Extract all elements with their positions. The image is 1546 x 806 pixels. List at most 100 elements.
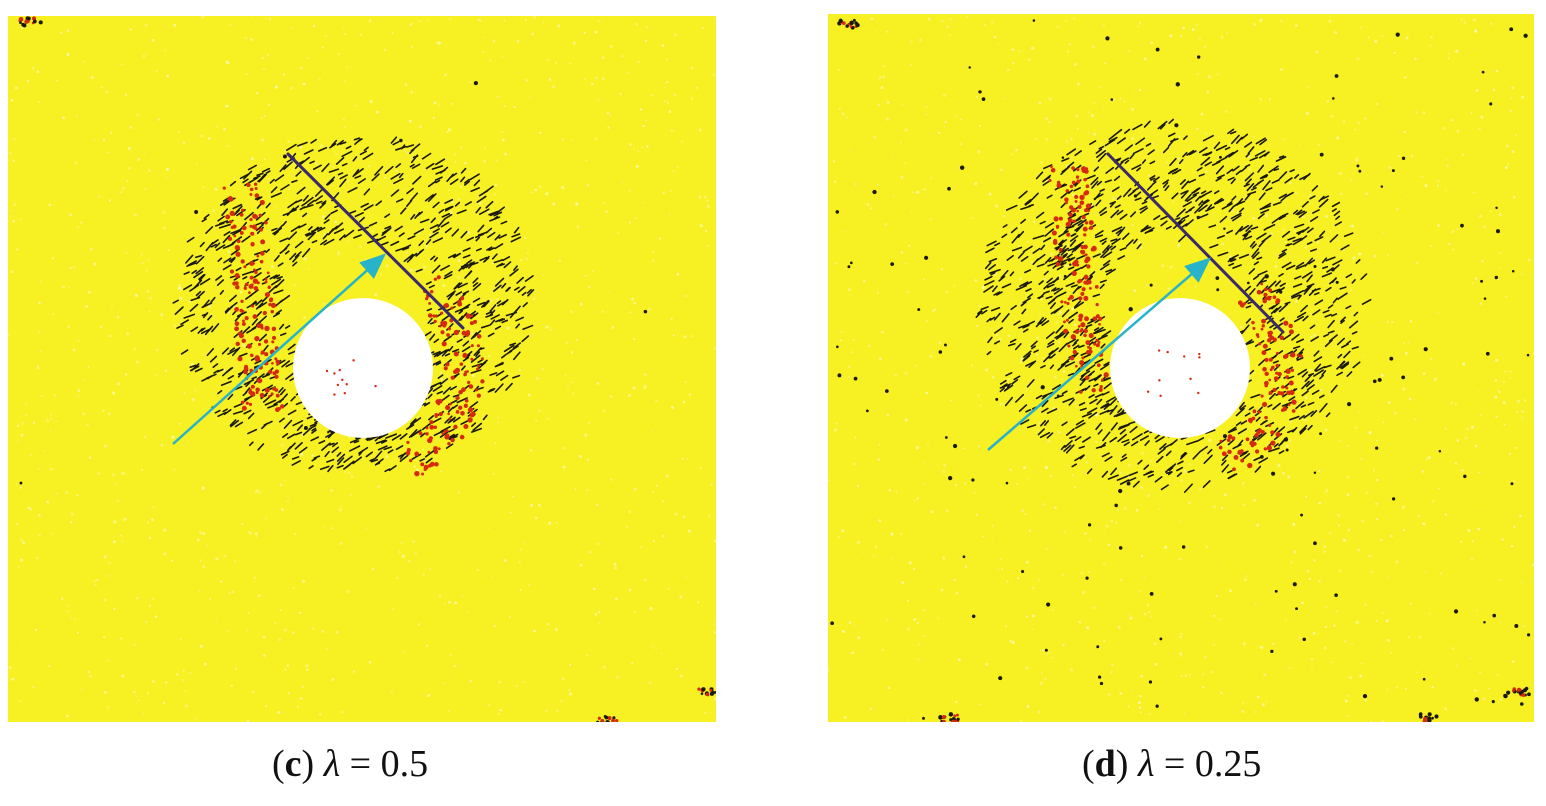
damage-point (1075, 364, 1078, 368)
background-speckle (503, 20, 506, 22)
background-speckle (609, 114, 612, 117)
background-speckle (900, 251, 904, 254)
background-speckle (412, 540, 416, 544)
background-speckle (594, 613, 598, 616)
background-speckle (1123, 100, 1126, 103)
crack-fragment (502, 256, 511, 262)
damage-point (437, 398, 443, 404)
crack-fragment (1243, 183, 1250, 188)
background-speckle (1223, 493, 1227, 497)
background-speckle (854, 182, 858, 186)
damage-point (1081, 215, 1086, 220)
background-speckle (27, 79, 30, 83)
crack-fragment (190, 296, 201, 302)
damage-point (1096, 363, 1101, 368)
background-speckle (668, 212, 671, 216)
background-speckle (1402, 387, 1406, 391)
crack-fragment (1272, 402, 1282, 411)
background-speckle (135, 293, 139, 297)
background-speckle (525, 79, 528, 82)
background-speckle (1202, 686, 1205, 689)
background-speckle (565, 341, 568, 344)
background-speckle (713, 347, 716, 350)
background-speckle (1048, 651, 1051, 654)
crack-fragment (354, 168, 364, 176)
scatter-speck (948, 476, 953, 481)
background-speckle (111, 305, 113, 308)
background-speckle (425, 244, 429, 248)
background-speckle (46, 418, 50, 422)
crack-fragment (1294, 275, 1302, 280)
background-speckle (227, 61, 230, 65)
background-speckle (477, 18, 480, 21)
background-speckle (1330, 661, 1333, 664)
background-speckle (1346, 694, 1349, 697)
background-speckle (140, 253, 143, 256)
damage-point (1065, 189, 1070, 193)
background-speckle (88, 456, 92, 459)
background-speckle (482, 51, 485, 54)
background-speckle (116, 382, 120, 386)
crack-fragment (368, 435, 379, 441)
background-speckle (1077, 127, 1079, 130)
damage-point (1289, 389, 1295, 396)
crack-fragment (1132, 148, 1144, 155)
scatter-speck (1514, 623, 1519, 628)
crack-fragment (1102, 431, 1111, 442)
damage-point (270, 309, 274, 314)
background-speckle (13, 138, 16, 140)
background-speckle (828, 479, 830, 482)
background-speckle (945, 509, 949, 512)
edge-damage (855, 23, 860, 28)
crack-fragment (1183, 214, 1190, 219)
background-speckle (1143, 612, 1147, 616)
background-speckle (923, 188, 926, 191)
crack-fragment (1255, 416, 1261, 422)
damage-point (1256, 289, 1262, 295)
crack-fragment (1251, 248, 1260, 258)
background-speckle (674, 512, 678, 516)
damage-point (1069, 205, 1074, 210)
background-speckle (155, 348, 159, 352)
crack-fragment (462, 247, 471, 252)
crack-fragment (310, 138, 317, 144)
background-speckle (418, 232, 421, 235)
background-speckle (894, 373, 898, 377)
background-speckle (410, 90, 414, 94)
damage-point (1058, 216, 1063, 221)
background-speckle (923, 482, 926, 485)
background-speckle (1265, 214, 1269, 217)
damage-point (1074, 329, 1080, 335)
damage-point (253, 286, 259, 291)
background-speckle (80, 688, 83, 691)
background-speckle (144, 187, 147, 191)
crack-fragment (1273, 443, 1279, 448)
damage-point (244, 316, 249, 321)
background-speckle (69, 266, 72, 270)
background-speckle (571, 139, 573, 142)
background-speckle (1393, 411, 1397, 415)
crack-fragment (1071, 247, 1077, 253)
crack-fragment (461, 306, 469, 311)
background-speckle (319, 144, 323, 148)
background-speckle (96, 578, 100, 582)
background-speckle (594, 137, 598, 141)
background-speckle (367, 165, 370, 168)
damage-point (1258, 428, 1263, 433)
background-speckle (1112, 98, 1116, 101)
crack-fragment (196, 290, 205, 299)
background-speckle (854, 436, 857, 439)
direction-arrow-head (1184, 257, 1212, 283)
background-speckle (1289, 420, 1293, 423)
background-speckle (904, 418, 908, 422)
crack-fragment (494, 234, 501, 241)
damage-point (470, 314, 473, 318)
crack-fragment (298, 223, 307, 229)
crack-fragment (190, 326, 199, 333)
background-speckle (103, 557, 106, 559)
crack-fragment (215, 244, 226, 251)
crack-fragment (345, 145, 352, 150)
damage-point (1261, 324, 1265, 328)
scatter-speck (1494, 275, 1499, 280)
background-speckle (1531, 563, 1534, 567)
